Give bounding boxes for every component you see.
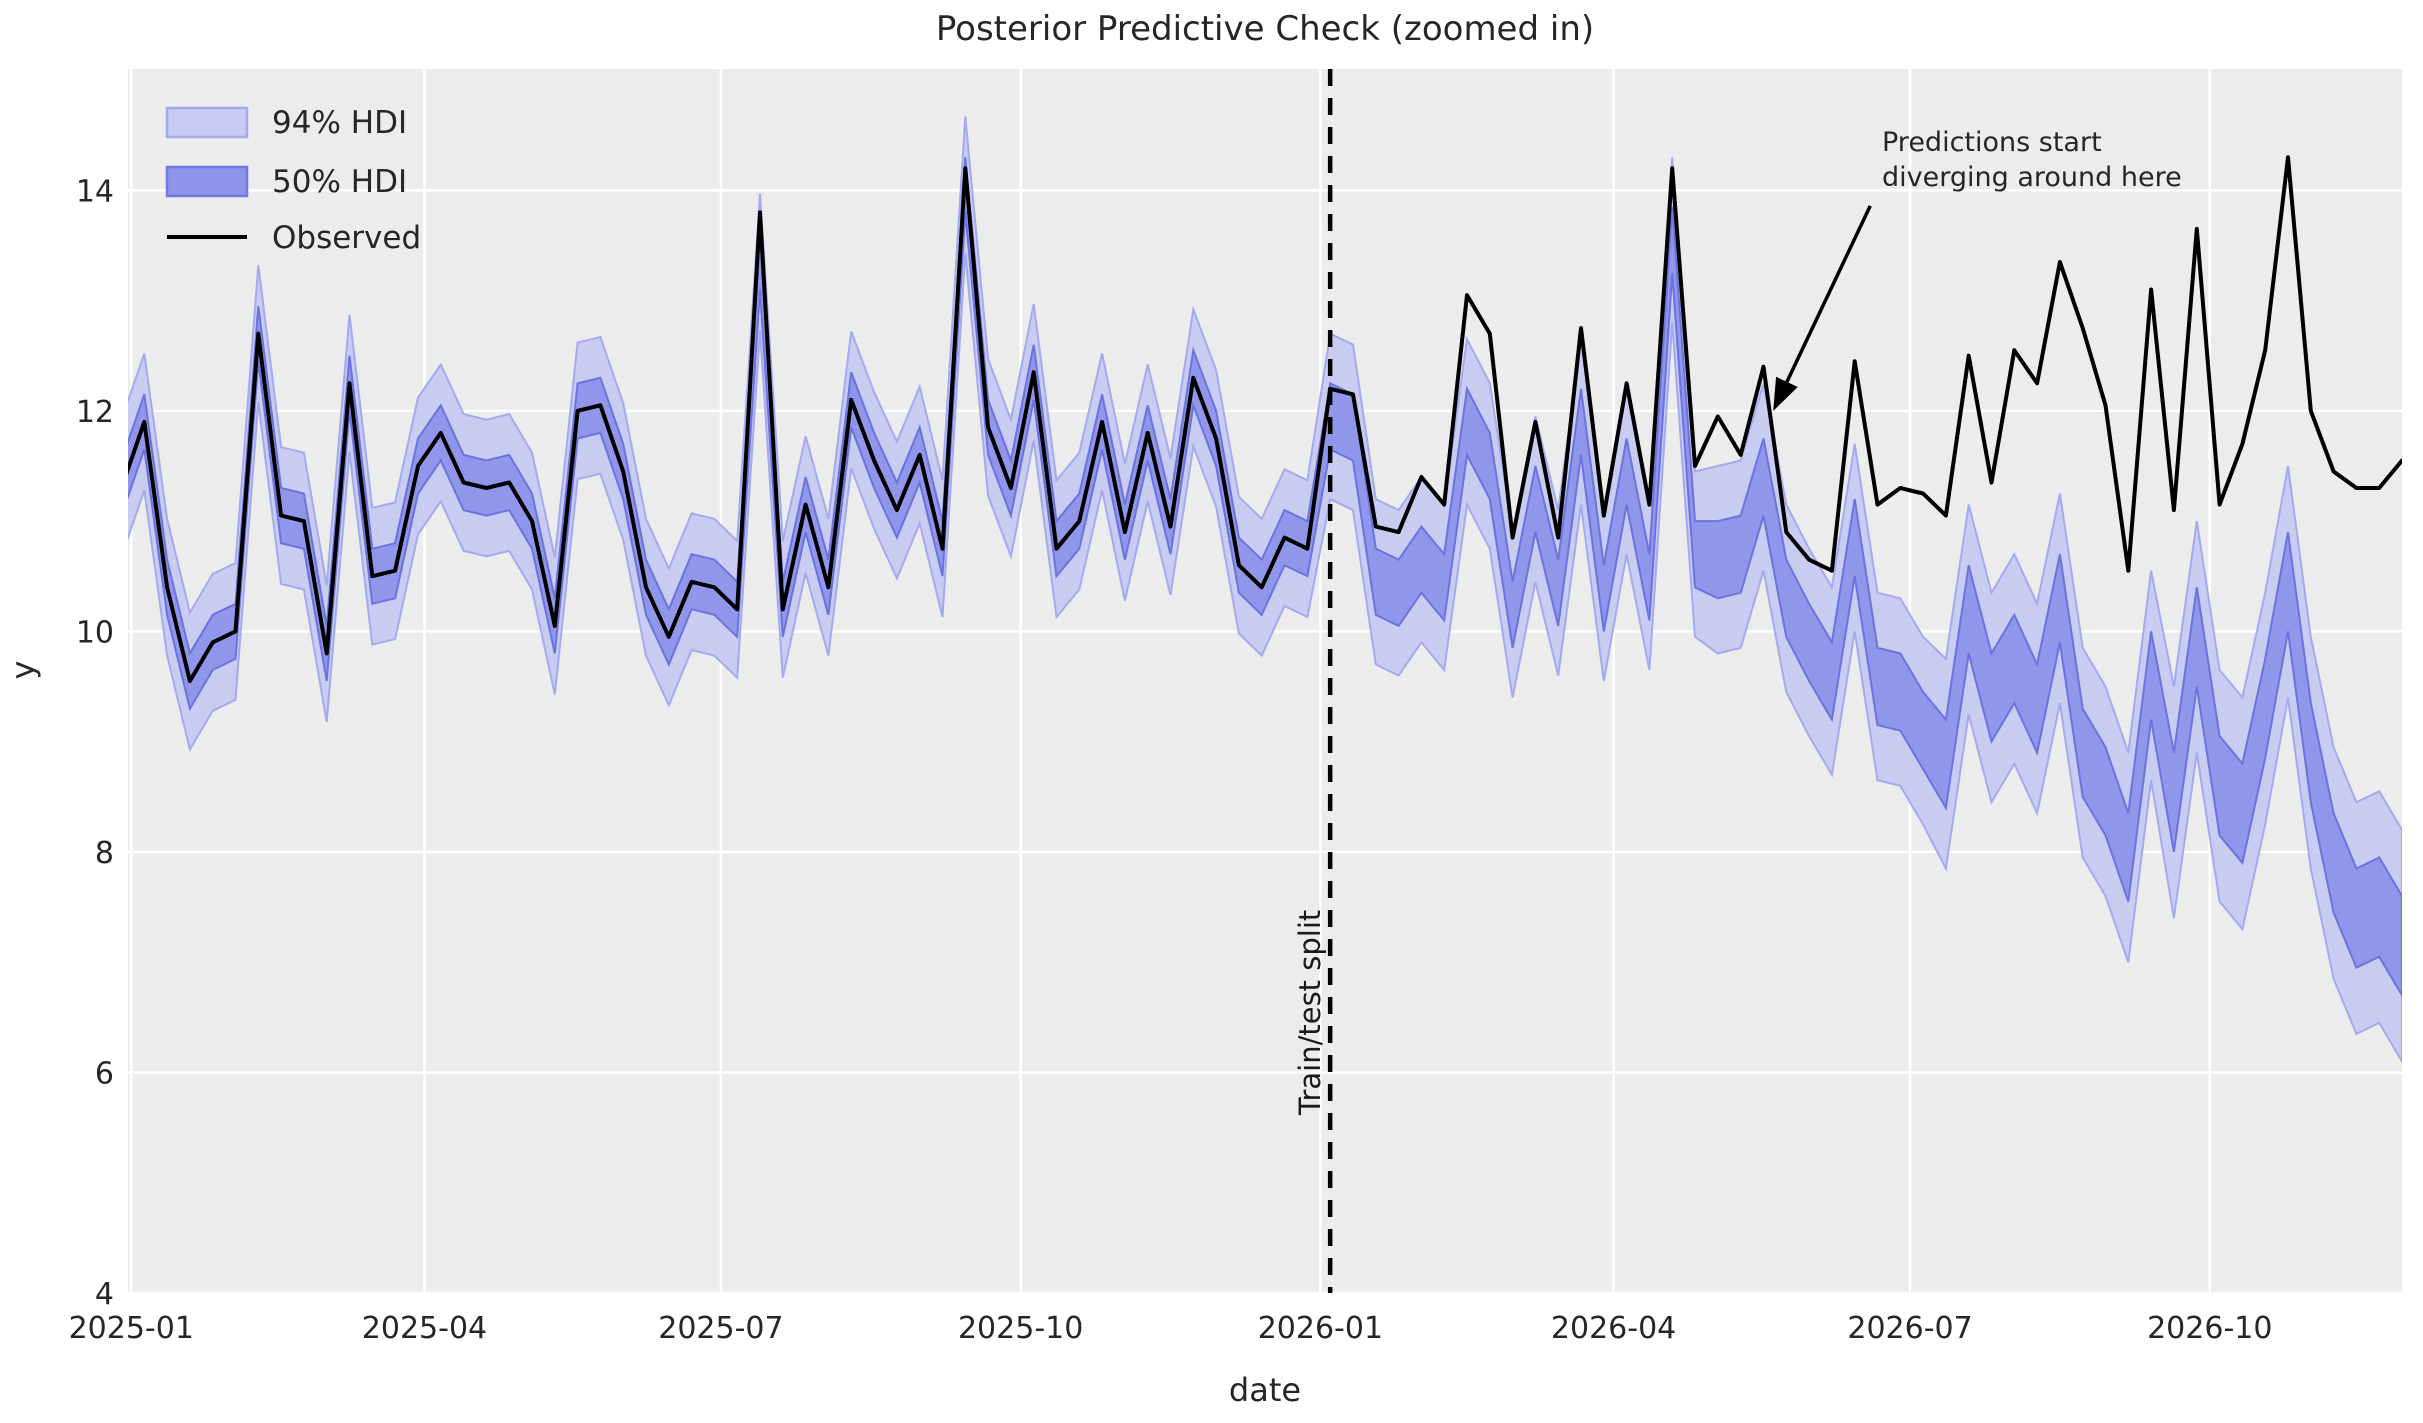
legend-label-observed: Observed	[272, 220, 421, 256]
x-tick-label: 2025-01	[69, 1311, 194, 1346]
legend-label-50hdi: 50% HDI	[272, 164, 407, 200]
x-tick-label: 2026-01	[1258, 1311, 1383, 1346]
legend-swatch-94hdi	[165, 106, 249, 139]
y-tick-label: 10	[76, 615, 114, 650]
x-tick-label: 2025-07	[658, 1311, 783, 1346]
x-tick-label: 2026-07	[1847, 1311, 1972, 1346]
x-tick-label: 2025-04	[362, 1311, 487, 1346]
x-tick-label: 2026-10	[2147, 1311, 2272, 1346]
callout-line-1: Predictions start	[1882, 127, 2102, 158]
observed-line	[128, 155, 2402, 683]
x-tick-labels: 2025-01 2025-04 2025-07 2025-10 2026-01 2026-…	[69, 1311, 2273, 1346]
legend: 94% HDI 50% HDI Observed	[165, 105, 421, 256]
gridlines	[128, 69, 2402, 1295]
train-test-split-label: Train/test split	[1293, 910, 1327, 1116]
legend-swatch-50hdi	[165, 165, 249, 198]
callout-line-2: diverging around here	[1882, 162, 2182, 193]
chart-title: Posterior Predictive Check (zoomed in)	[936, 9, 1594, 49]
y-tick-label: 14	[76, 174, 114, 209]
y-tick-label: 8	[95, 836, 114, 871]
x-axis-label: date	[1229, 1371, 1301, 1409]
annotation-arrow-shaft	[1785, 205, 1872, 383]
observed-layer	[128, 155, 2402, 683]
y-tick-label: 4	[95, 1277, 114, 1312]
x-tick-label: 2026-04	[1551, 1311, 1676, 1346]
legend-label-94hdi: 94% HDI	[272, 105, 407, 141]
annotation-arrow-layer	[1773, 205, 1872, 411]
annotation-arrowhead	[1773, 376, 1798, 411]
y-tick-label: 6	[95, 1056, 114, 1091]
y-tick-labels: 4 6 8 10 12 14	[76, 174, 114, 1312]
x-tick-label: 2025-10	[958, 1311, 1083, 1346]
y-axis-label: y	[4, 661, 42, 680]
y-tick-label: 12	[76, 395, 114, 430]
